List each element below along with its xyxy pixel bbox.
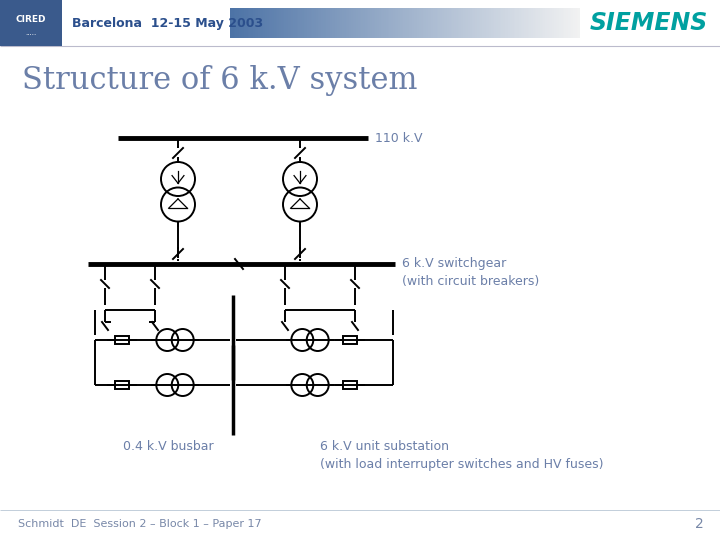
Bar <box>343 336 357 344</box>
Text: 110 k.V: 110 k.V <box>375 132 423 145</box>
Text: 2: 2 <box>696 517 704 531</box>
Text: 6 k.V switchgear
(with circuit breakers): 6 k.V switchgear (with circuit breakers) <box>402 257 539 288</box>
Text: SIEMENS: SIEMENS <box>590 11 708 35</box>
Bar <box>115 336 129 344</box>
Bar <box>0 0 62 46</box>
Text: Schmidt  DE  Session 2 – Block 1 – Paper 17: Schmidt DE Session 2 – Block 1 – Paper 1… <box>18 519 261 529</box>
Bar <box>115 381 129 389</box>
Text: Barcelona  12-15 May 2003: Barcelona 12-15 May 2003 <box>72 17 263 30</box>
Text: 0.4 k.V busbar: 0.4 k.V busbar <box>122 440 213 453</box>
Bar <box>343 381 357 389</box>
Text: 6 k.V unit substation
(with load interrupter switches and HV fuses): 6 k.V unit substation (with load interru… <box>320 440 603 471</box>
Text: ·····: ····· <box>25 32 37 38</box>
Text: CIRED: CIRED <box>16 16 46 24</box>
Text: Structure of 6 k.V system: Structure of 6 k.V system <box>22 64 418 96</box>
